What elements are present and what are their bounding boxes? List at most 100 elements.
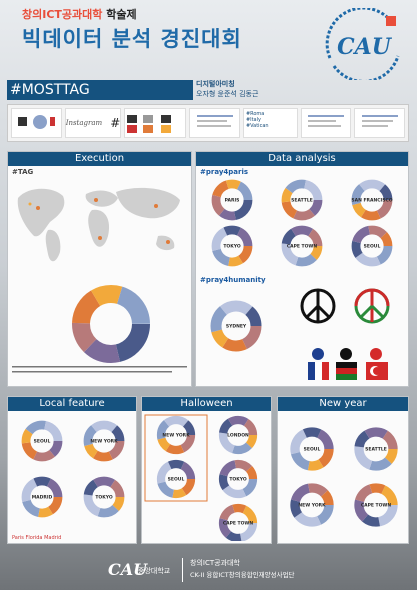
donut-segment bbox=[211, 225, 253, 267]
donut-segment bbox=[210, 300, 262, 352]
donut-segment bbox=[83, 476, 125, 518]
donut-segment bbox=[218, 503, 258, 543]
execution-panel: Execution #TAG bbox=[7, 151, 192, 387]
italy-tag: #Italy bbox=[245, 117, 261, 123]
donut-new-york: NEW YORK bbox=[156, 415, 196, 455]
donut-city-label: SEOUL bbox=[364, 244, 381, 250]
page-title: 빅데이터 분석 경진대회 bbox=[22, 27, 242, 51]
donut-segment bbox=[156, 415, 196, 455]
footer-program: CK-II 융합ICT창의융합인재양성사업단 bbox=[190, 571, 295, 579]
donut-segment bbox=[83, 476, 125, 518]
brand-logos-icon bbox=[127, 115, 172, 133]
donut-segment bbox=[281, 179, 323, 221]
halloween-panel: Halloween NEW YORK SEOUL LONDON TOKYO CAPE T… bbox=[141, 396, 272, 544]
donut-segment bbox=[218, 459, 258, 499]
footer-college: 창의ICT공과대학 bbox=[190, 559, 240, 567]
donut-segment bbox=[83, 420, 125, 462]
local-feature-caption: Paris Florida Madrid bbox=[12, 535, 62, 541]
donut-segment bbox=[354, 427, 398, 471]
donut-segment bbox=[156, 459, 196, 499]
text-snippet-icon bbox=[361, 115, 398, 127]
donut-segment bbox=[210, 300, 262, 352]
team-members: 오자형 윤준석 김동근 bbox=[196, 90, 259, 98]
roma-hashtags: #Roma #Italy #Vatican bbox=[242, 108, 298, 138]
donut-london: LONDON bbox=[218, 415, 258, 455]
donut-segment bbox=[211, 179, 253, 221]
pray4humanity-graphics: SYDNEY bbox=[210, 288, 390, 380]
donut-segment bbox=[156, 415, 196, 455]
halloween-donut-grid: NEW YORK SEOUL LONDON TOKYO CAPE TOWN bbox=[144, 414, 258, 543]
donut-segment bbox=[218, 503, 258, 543]
donut-segment bbox=[218, 415, 258, 455]
hashtag-logo-strip: Instagram # #Roma #Italy #Vatican bbox=[7, 104, 409, 142]
donut-city-label: SEOUL bbox=[34, 439, 51, 445]
donut-segment bbox=[211, 225, 253, 267]
team-name: 디지털아미칭 bbox=[196, 80, 235, 88]
donut-segment bbox=[218, 459, 258, 499]
donut-segment bbox=[351, 225, 393, 267]
donut-segment bbox=[83, 420, 125, 462]
local-feature-heading: Local feature bbox=[8, 397, 136, 411]
donut-segment bbox=[21, 476, 63, 518]
hashtag-banner: #MOSTTAG bbox=[7, 80, 193, 100]
donut-segment bbox=[218, 415, 258, 455]
donut-segment bbox=[218, 415, 258, 455]
donut-city-label: NEW YORK bbox=[162, 433, 190, 439]
donut-city-label: SYDNEY bbox=[226, 324, 247, 330]
donut-segment bbox=[211, 179, 253, 221]
logo-cell-6 bbox=[300, 108, 352, 138]
donut-segment bbox=[351, 179, 393, 221]
execution-donut-chart bbox=[12, 285, 187, 373]
peace-sign-black-icon bbox=[300, 288, 336, 324]
footer-university: 중앙대학교 bbox=[138, 567, 171, 575]
donut-seoul: SEOUL bbox=[290, 427, 334, 471]
donut-segment bbox=[351, 225, 393, 267]
donut-tokyo: TOKYO bbox=[218, 459, 258, 499]
peace-sign-color-icon bbox=[354, 288, 390, 324]
donut-segment bbox=[21, 476, 63, 518]
donut-segment bbox=[156, 459, 196, 499]
donut-segment bbox=[351, 179, 393, 221]
donut-segment bbox=[281, 225, 323, 267]
donut-seattle: SEATTLE bbox=[281, 179, 323, 221]
data-analysis-heading: Data analysis bbox=[196, 152, 408, 166]
donut-city-label: NEW YORK bbox=[90, 439, 118, 445]
donut-paris: PARIS bbox=[211, 179, 253, 221]
donut-segment bbox=[281, 179, 323, 221]
pray4paris-tag: #pray4paris bbox=[200, 168, 249, 176]
donut-segment bbox=[83, 476, 125, 518]
data-analysis-panel: Data analysis #pray4paris PARIS SEATTLE SA… bbox=[195, 151, 409, 387]
text-snippet-icon bbox=[307, 115, 344, 127]
kenya-flag-head-icon bbox=[336, 348, 357, 380]
donut-segment bbox=[290, 427, 334, 471]
donut-segment bbox=[354, 483, 398, 527]
donut-sydney: SYDNEY bbox=[210, 300, 262, 352]
donut-city-label: SAN FRANCISCO bbox=[351, 198, 392, 204]
donut-city-label: CAPE TOWN bbox=[223, 521, 254, 527]
local-feature-donut-grid: SEOUL NEW YORK MADRID TOKYO bbox=[21, 420, 125, 518]
local-feature-panel: Local feature SEOUL NEW YORK MADRID TOKYO P… bbox=[7, 396, 137, 544]
donut-segment bbox=[210, 300, 262, 352]
donut-segment bbox=[354, 427, 398, 471]
donut-segment bbox=[281, 225, 323, 267]
donut-segment bbox=[351, 179, 393, 221]
donut-cape-town: CAPE TOWN bbox=[354, 483, 398, 527]
donut-segment bbox=[290, 483, 334, 527]
vatican-tag: #Vatican bbox=[245, 123, 269, 129]
donut-city-label: PARIS bbox=[225, 198, 240, 204]
donut-segment bbox=[281, 225, 323, 267]
donut-segment bbox=[156, 459, 196, 499]
donut-segment bbox=[211, 179, 253, 221]
hash-icon: # bbox=[110, 116, 121, 130]
donut-city-label: SEATTLE bbox=[291, 198, 313, 204]
donut-segment bbox=[218, 459, 258, 499]
donut-segment bbox=[21, 476, 63, 518]
donut-san-francisco: SAN FRANCISCO bbox=[351, 179, 393, 221]
donut-segment bbox=[218, 415, 258, 455]
donut-segment bbox=[281, 225, 323, 267]
donut-segment bbox=[21, 420, 63, 462]
france-flag-head-icon bbox=[308, 348, 329, 380]
donut-segment bbox=[21, 420, 63, 462]
donut-segment bbox=[211, 225, 253, 267]
donut-city-label: SEATTLE bbox=[365, 447, 387, 453]
